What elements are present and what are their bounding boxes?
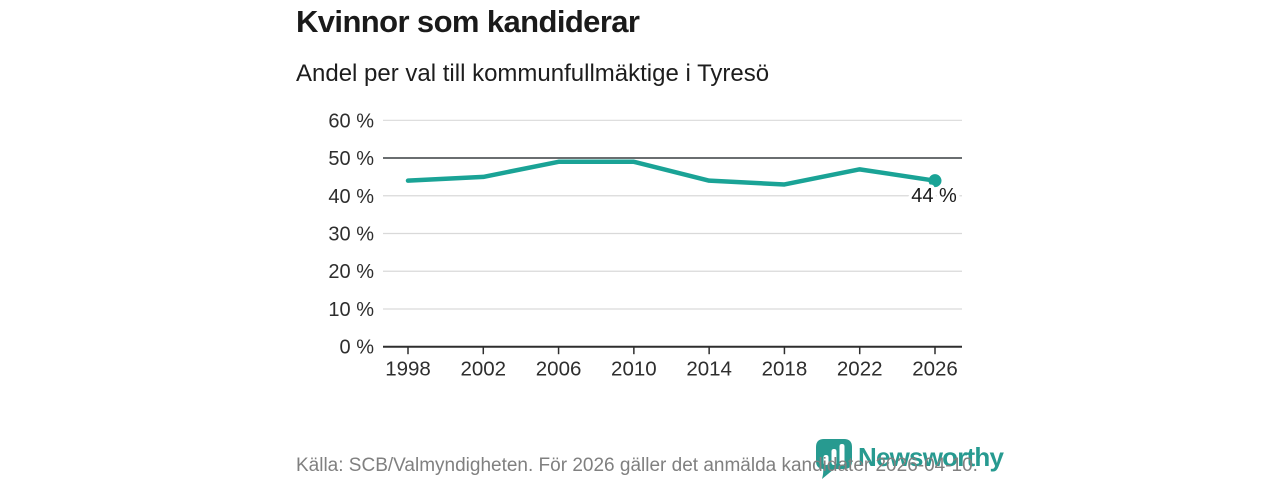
y-tick-label: 60 %: [328, 110, 374, 132]
x-tick-label: 2010: [611, 358, 657, 381]
x-tick-label: 2002: [460, 358, 506, 381]
line-chart: 0 % 10 % 20 % 30 % 40 % 50 % 60 % 1998 2002 2006 2…: [328, 110, 962, 381]
end-point-dot: [928, 174, 942, 188]
chart-title: Kvinnor som kandiderar: [296, 4, 640, 39]
source-note: Källa: SCB/Valmyndigheten. För 2026 gäll…: [296, 455, 978, 476]
y-tick-label: 20 %: [328, 261, 374, 283]
y-tick-label: 0 %: [340, 337, 375, 359]
x-tick-label: 2014: [686, 358, 732, 381]
y-tick-label: 30 %: [328, 224, 374, 246]
series-line: [405, 159, 938, 187]
x-tick-label: 2022: [837, 358, 883, 381]
newsworthy-icon: [816, 439, 852, 479]
x-tick-label: 2006: [536, 358, 582, 381]
chart-subtitle: Andel per val till kommunfullmäktige i T…: [296, 60, 770, 87]
y-tick-label: 50 %: [328, 148, 374, 170]
x-tick-label: 2018: [762, 358, 808, 381]
y-tick-label: 40 %: [328, 186, 374, 208]
newsworthy-wordmark: Newsworthy: [858, 442, 1004, 472]
x-tick-label: 2026: [912, 358, 958, 381]
newsworthy-logo[interactable]: Newsworthy: [815, 438, 1004, 480]
end-value-label: 44 %: [911, 185, 957, 207]
y-tick-label: 10 %: [328, 299, 374, 321]
x-tick-label: 1998: [385, 358, 431, 381]
